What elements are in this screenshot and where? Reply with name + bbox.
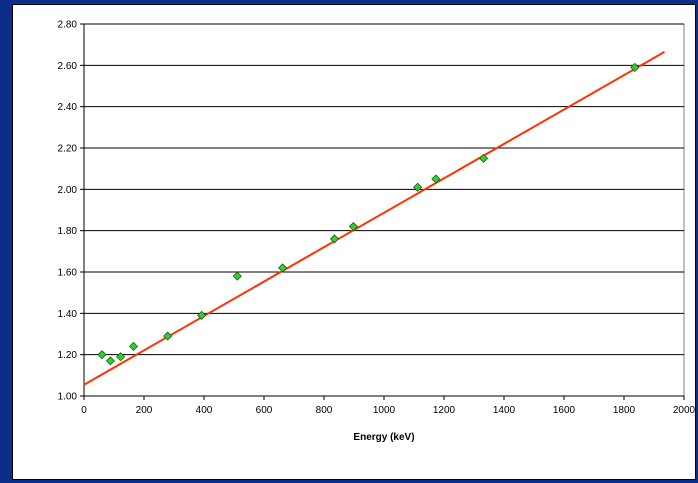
y-tick-label: 1.20 bbox=[58, 350, 78, 361]
x-tick-label: 0 bbox=[81, 405, 87, 416]
x-tick-label: 1600 bbox=[553, 405, 576, 416]
tick-labels: 1.00 1.20 1.40 1.60 1.80 2.00 2.20 2.40 2.60 2.80… bbox=[58, 20, 696, 417]
y-tick-label: 2.40 bbox=[58, 102, 78, 113]
y-tick-label: 2.00 bbox=[58, 185, 78, 196]
data-point bbox=[105, 356, 115, 366]
y-tick-label: 1.40 bbox=[58, 309, 78, 320]
y-tick-label: 1.00 bbox=[58, 392, 78, 403]
y-tick-label: 2.20 bbox=[58, 144, 78, 155]
y-tick-label: 1.60 bbox=[58, 268, 78, 279]
scatter-chart: 1.00 1.20 1.40 1.60 1.80 2.00 2.20 2.40 2.60 2.80… bbox=[58, 20, 696, 444]
x-tick-label: 600 bbox=[256, 405, 273, 416]
data-point bbox=[630, 62, 640, 72]
x-tick-label: 200 bbox=[136, 405, 153, 416]
data-point bbox=[348, 221, 358, 232]
data-point bbox=[97, 350, 107, 360]
data-point bbox=[197, 310, 207, 320]
y-tick-label: 1.80 bbox=[58, 226, 78, 237]
data-point bbox=[163, 331, 173, 341]
x-axis-title: Energy (keV) bbox=[353, 432, 414, 443]
chart-frame: 1.00 1.20 1.40 1.60 1.80 2.00 2.20 2.40 2.60 2.80… bbox=[12, 4, 696, 480]
axes bbox=[80, 23, 685, 400]
data-point bbox=[479, 153, 489, 163]
y-tick-label: 2.60 bbox=[58, 61, 78, 72]
x-tick-label: 2000 bbox=[673, 405, 696, 416]
data-point bbox=[116, 352, 126, 362]
gridlines bbox=[84, 23, 684, 356]
data-point bbox=[413, 182, 423, 192]
x-tick-label: 800 bbox=[316, 405, 333, 416]
data-point bbox=[431, 174, 441, 184]
x-tick-label: 1000 bbox=[373, 405, 396, 416]
y-tick-label: 2.80 bbox=[58, 20, 78, 31]
x-tick-label: 400 bbox=[196, 405, 213, 416]
data-point bbox=[278, 263, 288, 273]
trend-line-layer bbox=[83, 51, 665, 386]
data-point bbox=[128, 341, 139, 351]
data-point bbox=[232, 271, 242, 281]
trend-line bbox=[83, 51, 665, 386]
data-point bbox=[329, 234, 340, 244]
x-tick-label: 1800 bbox=[613, 405, 636, 416]
data-points bbox=[97, 62, 640, 366]
plot-area bbox=[83, 23, 685, 397]
x-tick-label: 1200 bbox=[433, 405, 456, 416]
x-tick-label: 1400 bbox=[493, 405, 516, 416]
